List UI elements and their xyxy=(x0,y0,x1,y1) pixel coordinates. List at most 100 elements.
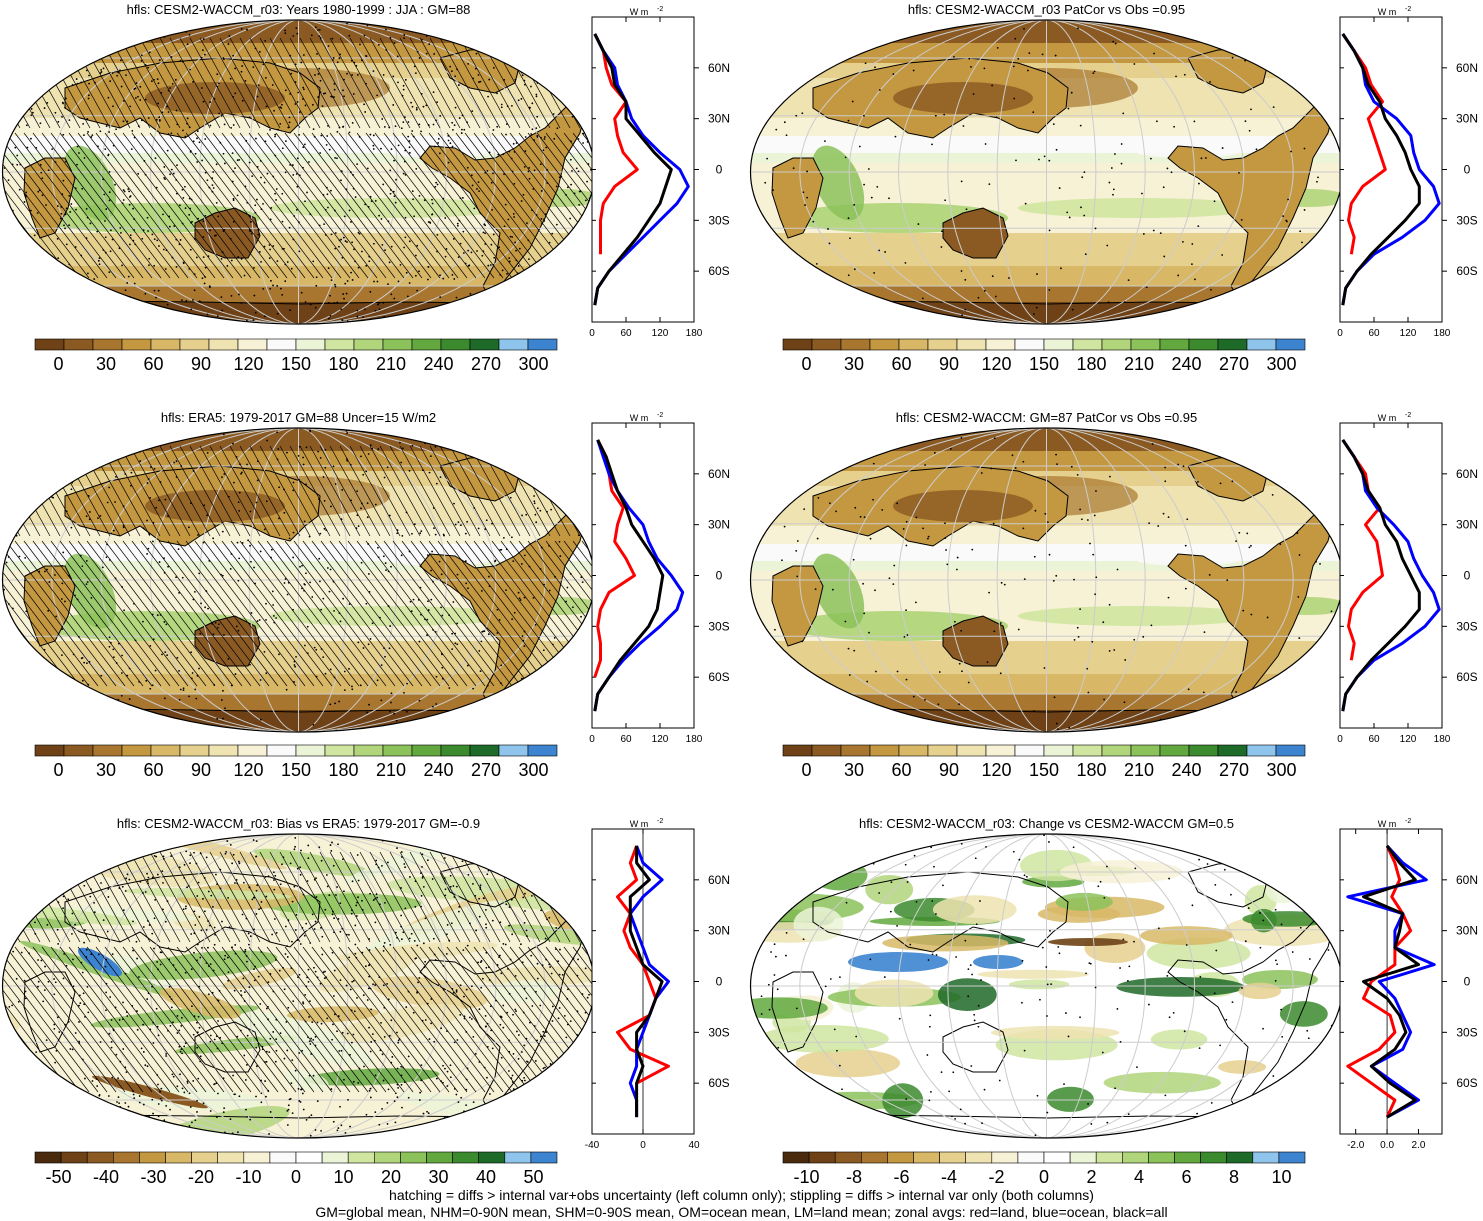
colorbar-tick-label: 210 xyxy=(1124,760,1154,780)
colorbar-swatch xyxy=(92,744,123,757)
profile-x-tick-label: 180 xyxy=(1434,328,1451,339)
colorbar-swatch xyxy=(913,1151,940,1164)
colorbar-tick-label: 180 xyxy=(328,354,358,374)
colorbar-swatch xyxy=(1014,744,1045,757)
profile-x-tick-label: 0 xyxy=(589,328,595,339)
profile-lat-label: 60S xyxy=(1456,670,1477,684)
profile-unit-exponent: -2 xyxy=(1405,412,1411,419)
colorbar-swatch xyxy=(217,1151,245,1164)
colorbar-swatch xyxy=(808,1151,836,1164)
colorbar-swatch xyxy=(266,744,297,757)
profile-lat-label: 30N xyxy=(708,112,730,126)
colorbar-tick-label: 4 xyxy=(1134,1167,1144,1187)
panel4-map xyxy=(749,427,1344,733)
colorbar-tick-label: 50 xyxy=(523,1167,543,1187)
colorbar-tick-label: 60 xyxy=(891,760,911,780)
profile-line-all xyxy=(1341,439,1421,712)
profile-x-tick-label: 180 xyxy=(1434,734,1451,745)
profile-x-tick-label: 60 xyxy=(1368,734,1380,745)
profile-lat-label: 0 xyxy=(716,163,723,177)
colorbar-swatch xyxy=(411,338,442,351)
colorbar-tick-label: -30 xyxy=(140,1167,166,1187)
footer-caption: hatching = diffs > internal var+obs unce… xyxy=(0,1187,1483,1221)
colorbar-tick-label: 270 xyxy=(1219,354,1249,374)
colorbar-swatch xyxy=(295,1151,323,1164)
profile-lat-label: 30S xyxy=(708,213,729,227)
panel4-title: hfls: CESM2-WACCM: GM=87 PatCor vs Obs =… xyxy=(895,410,1198,425)
profile-x-tick-label: 0 xyxy=(640,1140,646,1151)
colorbar-tick-label: 240 xyxy=(1171,760,1201,780)
colorbar-swatch xyxy=(237,338,268,351)
colorbar-swatch xyxy=(208,744,239,757)
colorbar-swatch xyxy=(86,1151,114,1164)
colorbar-swatch xyxy=(400,1151,427,1164)
colorbar-swatch xyxy=(269,1151,297,1164)
panel2-colorbar: 0 30 60 90 120 150 180 210 240 270 300 xyxy=(782,338,1306,374)
colorbar-swatch xyxy=(191,1151,219,1164)
colorbar-swatch xyxy=(440,744,471,757)
panel3-title: hfls: ERA5: 1979-2017 GM=88 Uncer=15 W/m… xyxy=(160,410,437,425)
profile-unit-exponent: -2 xyxy=(1405,6,1411,13)
colorbar-tick-label: 120 xyxy=(981,354,1011,374)
colorbar-swatch xyxy=(1130,338,1161,351)
colorbar-tick-label: 90 xyxy=(191,760,211,780)
colorbar-swatch xyxy=(452,1151,480,1164)
colorbar-swatch xyxy=(956,338,987,351)
panel4-zonal-profile: W m -2 60N 30N 0 30S 60S 0 60 120 180 xyxy=(1337,412,1478,745)
colorbar-swatch xyxy=(34,744,65,757)
colorbar-swatch xyxy=(811,338,842,351)
panel5-title: hfls: CESM2-WACCM_r03: Bias vs ERA5: 197… xyxy=(116,816,481,831)
profile-lat-label: 60N xyxy=(708,61,730,75)
colorbar-swatch xyxy=(179,744,210,757)
profile-unit-exponent: -2 xyxy=(657,6,663,13)
profile-x-tick-label: 60 xyxy=(620,734,632,745)
colorbar-tick-label: 300 xyxy=(1266,760,1296,780)
colorbar-swatch xyxy=(498,744,529,757)
colorbar-swatch xyxy=(869,744,900,757)
colorbar-swatch xyxy=(527,744,558,757)
colorbar-swatch xyxy=(887,1151,914,1164)
panel5-zonal-profile: W m -2 60N 30N 0 30S 60S -40 0 40 xyxy=(585,818,730,1151)
colorbar-tick-label: 0 xyxy=(801,354,811,374)
panel6-colorbar: -10 -8 -6 -4 -2 0 2 4 6 8 10 xyxy=(782,1151,1306,1187)
colorbar-tick-label: 150 xyxy=(281,760,311,780)
profile-unit-exponent: -2 xyxy=(657,818,663,825)
colorbar-swatch xyxy=(243,1151,271,1164)
colorbar-tick-label: 0 xyxy=(801,760,811,780)
colorbar-swatch xyxy=(965,1151,993,1164)
panel4-colorbar: 0 30 60 90 120 150 180 210 240 270 300 xyxy=(782,744,1306,780)
colorbar-swatch xyxy=(150,744,181,757)
colorbar-swatch xyxy=(869,338,900,351)
colorbar-swatch xyxy=(150,338,181,351)
profile-lat-label: 60N xyxy=(708,467,730,481)
colorbar-tick-label: 120 xyxy=(233,760,263,780)
colorbar-tick-label: 270 xyxy=(471,354,501,374)
profile-line-land xyxy=(1346,845,1413,1118)
colorbar-swatch xyxy=(382,744,413,757)
profile-lat-label: 30S xyxy=(1456,1025,1477,1039)
profile-lat-label: 30N xyxy=(1456,924,1478,938)
profile-line-all xyxy=(1341,33,1421,306)
colorbar-tick-label: 8 xyxy=(1229,1167,1239,1187)
colorbar-swatch xyxy=(1043,338,1074,351)
profile-line-all xyxy=(593,33,673,306)
profile-x-tick-label: -2.0 xyxy=(1347,1140,1365,1151)
colorbar-swatch xyxy=(927,338,958,351)
colorbar-swatch xyxy=(1130,744,1161,757)
colorbar-swatch xyxy=(834,1151,862,1164)
colorbar-swatch xyxy=(321,1151,349,1164)
colorbar-tick-label: -20 xyxy=(188,1167,214,1187)
colorbar-swatch xyxy=(63,338,94,351)
colorbar-swatch xyxy=(440,338,471,351)
profile-line-all xyxy=(628,845,664,1118)
colorbar-tick-label: 150 xyxy=(281,354,311,374)
colorbar-swatch xyxy=(898,744,929,757)
profile-line-ocean xyxy=(628,845,670,1118)
colorbar-tick-label: 90 xyxy=(191,354,211,374)
profile-x-tick-label: 120 xyxy=(652,328,669,339)
profile-x-tick-label: 40 xyxy=(688,1140,700,1151)
profile-x-tick-label: 180 xyxy=(686,328,703,339)
profile-lat-label: 30S xyxy=(1456,213,1477,227)
colorbar-swatch xyxy=(469,338,500,351)
profile-lat-label: 0 xyxy=(1464,975,1471,989)
